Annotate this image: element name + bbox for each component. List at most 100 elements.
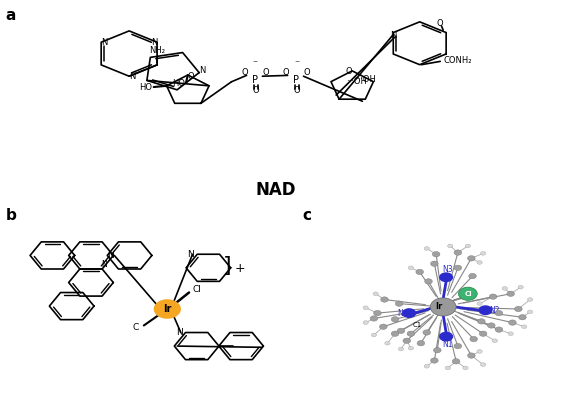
Circle shape — [522, 325, 527, 329]
Circle shape — [518, 285, 523, 289]
Text: N2: N2 — [490, 306, 500, 315]
Circle shape — [425, 279, 432, 284]
Text: HO: HO — [139, 83, 152, 92]
Text: a: a — [6, 8, 16, 23]
Circle shape — [380, 324, 387, 330]
Circle shape — [487, 323, 495, 328]
Circle shape — [447, 244, 453, 248]
Circle shape — [528, 297, 533, 302]
Text: +: + — [235, 262, 245, 275]
Circle shape — [480, 251, 486, 255]
Circle shape — [508, 332, 513, 336]
Text: N: N — [199, 66, 205, 75]
Circle shape — [396, 301, 403, 307]
Text: N: N — [101, 260, 107, 269]
Circle shape — [480, 363, 486, 367]
Circle shape — [454, 344, 462, 349]
Text: Ir: Ir — [435, 302, 442, 311]
Circle shape — [454, 265, 462, 271]
Text: N: N — [397, 309, 403, 318]
Circle shape — [477, 261, 482, 265]
Circle shape — [423, 330, 430, 335]
Text: P: P — [252, 75, 258, 85]
Circle shape — [468, 353, 475, 358]
Text: P: P — [294, 75, 299, 85]
Circle shape — [371, 333, 377, 337]
Text: N: N — [101, 38, 107, 47]
Circle shape — [392, 317, 399, 322]
Text: O: O — [252, 86, 259, 95]
Circle shape — [495, 311, 502, 316]
Circle shape — [381, 297, 389, 302]
Circle shape — [416, 269, 423, 275]
Circle shape — [407, 331, 414, 337]
Text: O: O — [187, 72, 194, 81]
Circle shape — [463, 366, 468, 370]
Text: ⁻: ⁻ — [253, 60, 258, 70]
Circle shape — [458, 287, 477, 300]
Text: N: N — [107, 251, 113, 260]
Text: ]: ] — [223, 256, 232, 276]
Circle shape — [370, 316, 378, 321]
Circle shape — [385, 341, 390, 345]
Circle shape — [478, 319, 485, 324]
Circle shape — [403, 338, 411, 344]
Text: O: O — [241, 68, 248, 77]
Circle shape — [431, 261, 438, 267]
Text: ⁻: ⁻ — [294, 60, 299, 70]
Text: N: N — [176, 328, 183, 337]
Text: O: O — [346, 67, 353, 76]
Circle shape — [432, 251, 440, 257]
Circle shape — [363, 306, 369, 310]
Text: N3: N3 — [442, 265, 453, 274]
Circle shape — [402, 308, 416, 318]
Text: C: C — [133, 323, 139, 332]
Text: Cl: Cl — [193, 285, 201, 294]
Circle shape — [452, 358, 460, 364]
Circle shape — [399, 347, 404, 351]
Text: O: O — [262, 68, 269, 77]
Text: Ir: Ir — [163, 304, 171, 314]
Text: O: O — [282, 68, 289, 77]
Text: Cl: Cl — [465, 291, 472, 297]
Circle shape — [392, 331, 399, 337]
Circle shape — [477, 349, 482, 353]
Text: c: c — [302, 208, 311, 223]
Circle shape — [502, 287, 507, 290]
Text: O: O — [437, 19, 444, 28]
Circle shape — [479, 331, 487, 337]
Text: N1: N1 — [442, 339, 453, 349]
Text: N: N — [188, 250, 194, 259]
Circle shape — [363, 321, 369, 325]
Circle shape — [417, 340, 424, 346]
Circle shape — [519, 315, 527, 320]
Text: NAD: NAD — [256, 180, 296, 199]
Text: O: O — [303, 68, 311, 77]
Circle shape — [508, 320, 517, 325]
Circle shape — [490, 294, 497, 299]
Circle shape — [446, 366, 451, 370]
Text: O: O — [293, 86, 300, 95]
Circle shape — [507, 291, 514, 297]
Circle shape — [528, 310, 533, 314]
Text: N: N — [390, 31, 396, 40]
Text: b: b — [6, 208, 17, 223]
Circle shape — [477, 302, 482, 306]
Circle shape — [397, 328, 405, 334]
Circle shape — [408, 346, 413, 350]
Circle shape — [424, 365, 429, 368]
Circle shape — [454, 250, 462, 255]
Circle shape — [469, 274, 477, 279]
Text: ···OH: ···OH — [346, 77, 366, 86]
Text: NH₂: NH₂ — [149, 46, 165, 55]
Text: CONH₂: CONH₂ — [443, 56, 472, 65]
Circle shape — [154, 300, 180, 318]
Circle shape — [468, 255, 475, 261]
Circle shape — [374, 311, 382, 316]
Circle shape — [514, 307, 522, 311]
Circle shape — [478, 305, 492, 315]
Circle shape — [470, 336, 478, 342]
Text: ···OH: ···OH — [355, 75, 376, 84]
Text: N: N — [151, 38, 157, 47]
Circle shape — [495, 327, 502, 332]
